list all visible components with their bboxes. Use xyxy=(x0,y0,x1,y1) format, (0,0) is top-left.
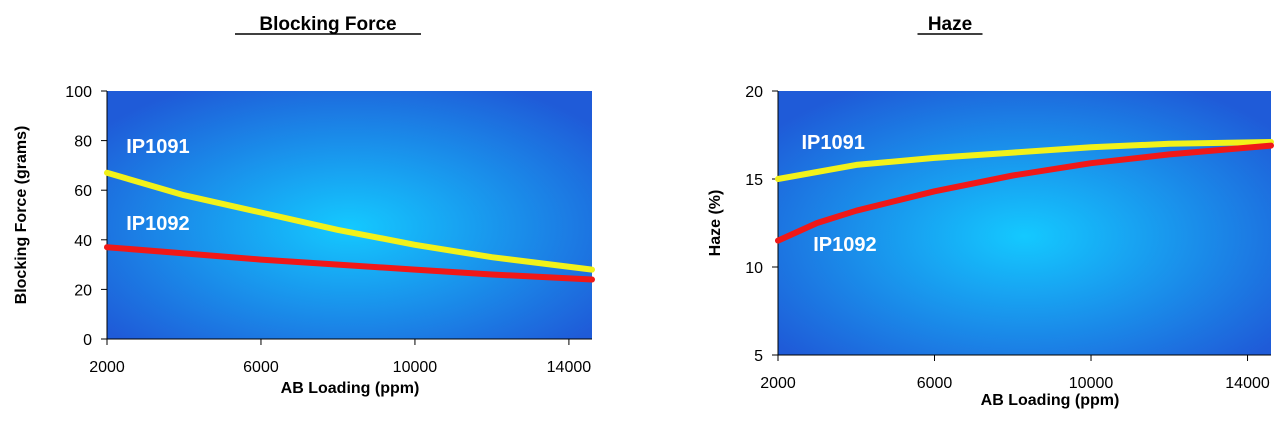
x-tick-label: 14000 xyxy=(1225,375,1270,392)
y-axis-label: Blocking Force (grams) xyxy=(13,126,30,305)
x-tick-label: 6000 xyxy=(917,375,953,392)
series-label: IP1092 xyxy=(813,234,876,256)
y-tick-label: 60 xyxy=(74,183,92,200)
plot-area xyxy=(778,91,1271,355)
haze-chart: Haze 5 10 15 20 2000 6000 10000 14000 AB Loading … xyxy=(707,14,1274,409)
y-tick-label: 40 xyxy=(74,233,92,250)
series-line-ip1091 xyxy=(775,139,1274,182)
chart-title: Haze xyxy=(928,14,972,35)
series-label: IP1091 xyxy=(801,132,864,154)
blocking-force-chart: Blocking Force 0 20 40 60 80 100 2000 6000 10000 1… xyxy=(13,14,595,397)
x-tick-label: 14000 xyxy=(547,359,592,376)
y-tick-label: 80 xyxy=(74,134,92,151)
x-tick-label: 6000 xyxy=(243,359,279,376)
series-line-ip1092 xyxy=(104,244,595,283)
series-label: IP1091 xyxy=(126,136,189,158)
y-axis-label: Haze (%) xyxy=(707,190,724,257)
y-tick-label: 10 xyxy=(745,260,763,277)
series-line-ip1091 xyxy=(104,169,595,273)
chart-title: Blocking Force xyxy=(259,14,396,35)
x-axis-label: AB Loading (ppm) xyxy=(981,392,1120,409)
y-tick-label: 5 xyxy=(754,348,763,365)
x-axis-label: AB Loading (ppm) xyxy=(281,380,420,397)
y-tick-label: 20 xyxy=(74,282,92,299)
y-tick-label: 20 xyxy=(745,84,763,101)
x-tick-label: 10000 xyxy=(393,359,438,376)
y-tick-label: 15 xyxy=(745,172,763,189)
y-tick-label: 0 xyxy=(83,332,92,349)
series-label: IP1092 xyxy=(126,213,189,235)
x-tick-label: 10000 xyxy=(1069,375,1114,392)
x-tick-label: 2000 xyxy=(89,359,125,376)
x-tick-label: 2000 xyxy=(760,375,796,392)
plot-area xyxy=(107,91,592,339)
y-tick-label: 100 xyxy=(65,84,92,101)
series-line-ip1092 xyxy=(775,142,1274,244)
